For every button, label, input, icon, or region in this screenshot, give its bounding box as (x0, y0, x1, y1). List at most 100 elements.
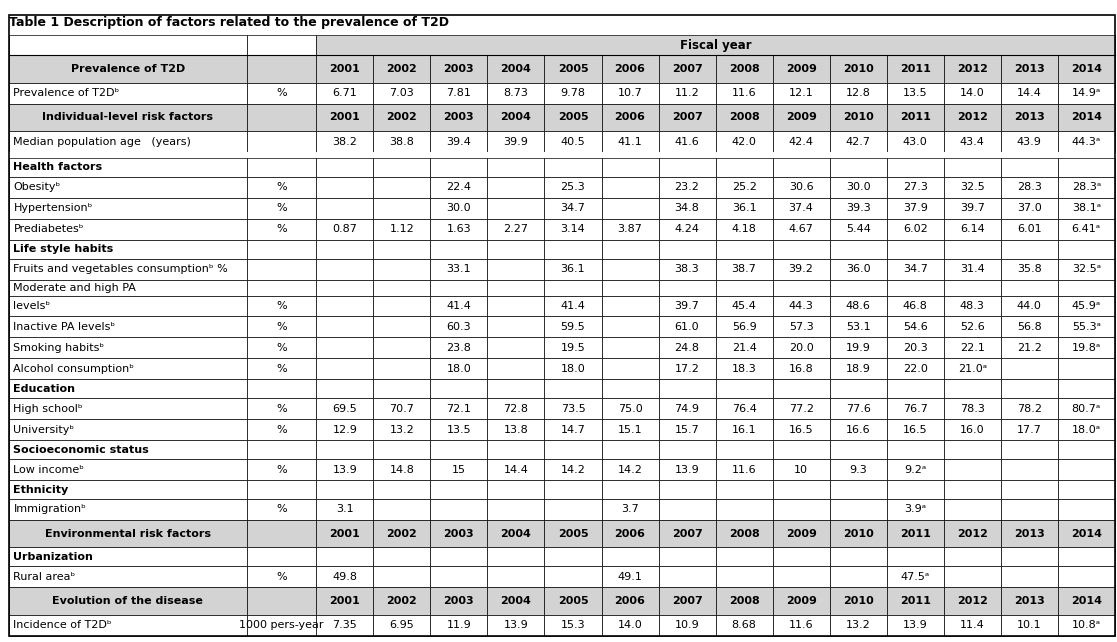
Bar (544, 379, 601, 398)
Bar (716, 358, 773, 379)
Bar (773, 131, 830, 152)
Bar (373, 520, 430, 548)
Text: 76.7: 76.7 (903, 404, 927, 413)
Text: 19.8ᵃ: 19.8ᵃ (1071, 343, 1101, 353)
Bar (544, 419, 601, 440)
Text: Ethnicity: Ethnicity (13, 485, 68, 494)
Bar (830, 358, 887, 379)
Bar (944, 295, 1001, 317)
Bar (659, 440, 716, 459)
Text: 6.71: 6.71 (333, 88, 357, 98)
Bar (1058, 239, 1115, 259)
Text: 77.6: 77.6 (846, 404, 870, 413)
Bar (9, 103, 247, 131)
Bar (544, 338, 601, 358)
Text: 16.5: 16.5 (903, 424, 927, 435)
Text: 13.9: 13.9 (903, 620, 927, 630)
Bar (887, 158, 944, 177)
Text: 11.9: 11.9 (447, 620, 471, 630)
Bar (1058, 198, 1115, 219)
Text: 3.9ᵃ: 3.9ᵃ (904, 505, 926, 514)
Bar (316, 83, 373, 103)
Bar (716, 219, 773, 239)
Bar (373, 379, 430, 398)
Bar (716, 587, 773, 614)
Bar (1058, 219, 1115, 239)
Text: 72.8: 72.8 (504, 404, 528, 413)
Text: 23.8: 23.8 (447, 343, 471, 353)
Bar (1058, 280, 1115, 295)
Bar (1001, 566, 1058, 587)
Bar (247, 219, 316, 239)
Text: 15.3: 15.3 (561, 620, 585, 630)
Bar (830, 198, 887, 219)
Text: 2008: 2008 (728, 528, 760, 539)
Bar (944, 259, 1001, 280)
Bar (716, 131, 773, 152)
Text: Prevalence of T2Dᵇ: Prevalence of T2Dᵇ (13, 88, 120, 98)
Text: %: % (276, 224, 287, 234)
Bar (430, 295, 487, 317)
Bar (430, 587, 487, 614)
Text: 36.1: 36.1 (561, 264, 585, 274)
Bar (1001, 198, 1058, 219)
Bar (716, 317, 773, 338)
Bar (373, 295, 430, 317)
Bar (316, 35, 1115, 55)
Bar (944, 158, 1001, 177)
Bar (887, 103, 944, 131)
Text: 2004: 2004 (500, 112, 532, 123)
Bar (601, 295, 659, 317)
Bar (944, 548, 1001, 566)
Text: 42.0: 42.0 (732, 137, 756, 146)
Bar (430, 158, 487, 177)
Bar (1058, 338, 1115, 358)
Bar (9, 520, 247, 548)
Bar (773, 239, 830, 259)
Bar (1001, 103, 1058, 131)
Bar (430, 198, 487, 219)
Bar (773, 459, 830, 480)
Bar (659, 55, 716, 83)
Bar (773, 219, 830, 239)
Text: 14.4: 14.4 (504, 465, 528, 474)
Text: 16.1: 16.1 (732, 424, 756, 435)
Text: %: % (276, 301, 287, 311)
Bar (944, 614, 1001, 636)
Bar (601, 103, 659, 131)
Bar (1058, 499, 1115, 520)
Text: 2003: 2003 (443, 112, 475, 123)
Bar (373, 459, 430, 480)
Text: 19.9: 19.9 (846, 343, 870, 353)
Text: Environmental risk factors: Environmental risk factors (45, 528, 211, 539)
Text: 2013: 2013 (1014, 64, 1044, 74)
Bar (1001, 317, 1058, 338)
Bar (944, 317, 1001, 338)
Bar (373, 131, 430, 152)
Bar (247, 295, 316, 317)
Bar (316, 614, 373, 636)
Bar (944, 55, 1001, 83)
Text: 2006: 2006 (614, 528, 646, 539)
Text: 43.4: 43.4 (960, 137, 984, 146)
Bar (373, 499, 430, 520)
Bar (247, 520, 316, 548)
Text: 39.2: 39.2 (789, 264, 813, 274)
Text: 42.7: 42.7 (846, 137, 870, 146)
Bar (430, 317, 487, 338)
Text: 3.14: 3.14 (561, 224, 585, 234)
Bar (373, 480, 430, 499)
Bar (487, 459, 544, 480)
Text: 28.3ᵃ: 28.3ᵃ (1071, 182, 1101, 193)
Text: 40.5: 40.5 (561, 137, 585, 146)
Bar (830, 239, 887, 259)
Bar (1001, 499, 1058, 520)
Bar (887, 587, 944, 614)
Bar (316, 55, 373, 83)
Bar (716, 338, 773, 358)
Bar (9, 379, 247, 398)
Text: 2012: 2012 (957, 596, 987, 606)
Bar (659, 379, 716, 398)
Bar (1058, 131, 1115, 152)
Bar (430, 459, 487, 480)
